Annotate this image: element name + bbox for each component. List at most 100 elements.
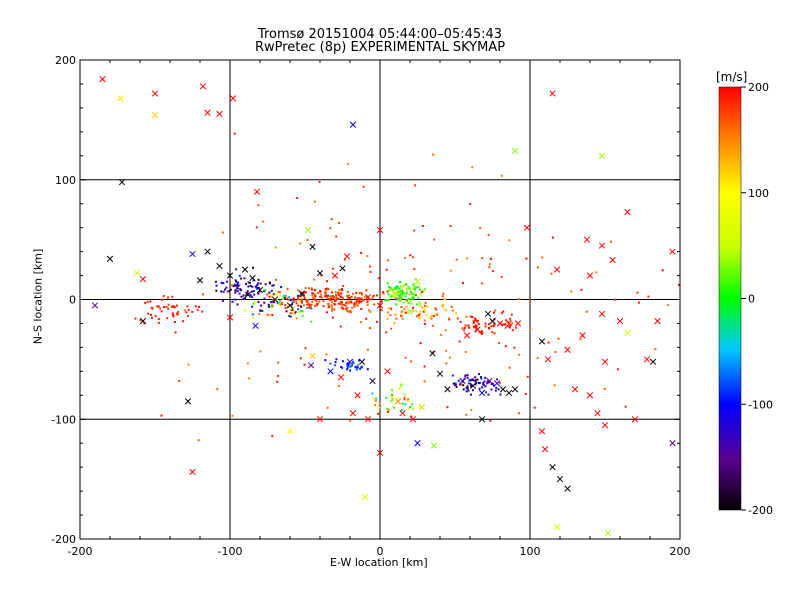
data-point-dot — [595, 271, 598, 274]
data-point-dot — [149, 300, 152, 303]
data-point-dot — [487, 323, 490, 326]
data-point-dot — [331, 300, 334, 303]
data-point-dot — [340, 306, 343, 309]
data-point-dot — [466, 387, 469, 390]
data-point-dot — [347, 364, 350, 367]
data-point-dot — [390, 400, 393, 403]
data-point-dot — [281, 302, 284, 305]
data-point-cross — [669, 248, 676, 255]
data-point-dot — [335, 358, 338, 361]
data-point-dot — [274, 278, 277, 281]
data-point-dot — [251, 295, 254, 298]
data-point-dot — [332, 267, 335, 270]
data-point-dot — [411, 287, 414, 290]
data-point-cross — [511, 386, 519, 393]
data-point-dot — [354, 301, 357, 304]
data-point-dot — [348, 365, 351, 368]
data-point-cross — [376, 302, 384, 309]
data-point-dot — [308, 304, 311, 307]
data-point-dot — [482, 383, 485, 386]
data-point-dot — [337, 384, 340, 387]
data-point-cross — [486, 377, 493, 385]
data-point-dot — [474, 376, 477, 379]
data-point-dot — [467, 382, 470, 385]
data-point-cross — [184, 398, 192, 405]
data-point-dot — [423, 322, 426, 325]
data-point-dot — [401, 317, 404, 320]
data-point-dot — [319, 293, 322, 296]
data-point-dot — [677, 284, 680, 287]
data-point-cross — [117, 95, 124, 102]
data-point-dot — [291, 308, 294, 311]
data-point-dot — [462, 388, 465, 391]
data-point-dot — [426, 305, 429, 308]
data-point-dot — [415, 294, 418, 297]
data-point-dot — [411, 306, 414, 309]
data-point-dot — [314, 295, 317, 298]
data-point-dot — [391, 389, 394, 392]
data-point-dot — [247, 285, 250, 288]
data-point-dot — [346, 368, 349, 371]
data-point-dot — [277, 361, 280, 364]
data-point-cross — [226, 314, 234, 321]
data-point-dot — [614, 298, 617, 301]
data-point-cross — [244, 291, 252, 298]
data-point-dot — [306, 299, 309, 302]
data-point-dot — [557, 337, 560, 340]
data-point-dot — [400, 306, 403, 309]
data-point-dot — [271, 303, 274, 306]
data-point-dot — [423, 288, 426, 291]
data-point-dot — [299, 292, 302, 295]
data-point-dot — [331, 291, 334, 294]
data-point-cross — [406, 308, 414, 315]
data-point-dot — [354, 303, 357, 306]
data-point-dot — [246, 292, 249, 295]
data-point-dot — [661, 269, 664, 272]
data-point-dot — [360, 251, 363, 254]
data-point-dot — [498, 381, 501, 384]
data-point-dot — [290, 299, 293, 302]
data-point-dot — [472, 389, 475, 392]
data-point-dot — [231, 300, 234, 303]
data-point-cross — [307, 362, 315, 369]
data-point-dot — [494, 309, 497, 312]
data-point-dot — [315, 300, 318, 303]
data-point-dot — [329, 227, 332, 230]
data-point-dot — [351, 306, 354, 309]
data-point-dot — [480, 332, 483, 335]
colorbar-tick-label: -200 — [748, 504, 773, 517]
data-point-dot — [469, 315, 472, 318]
data-point-dot — [409, 300, 412, 303]
data-point-dot — [270, 300, 273, 303]
data-point-dot — [357, 297, 360, 300]
data-point-dot — [236, 290, 239, 293]
data-point-dot — [215, 284, 218, 287]
data-point-dot — [310, 303, 313, 306]
data-point-dot — [475, 379, 478, 382]
data-point-dot — [263, 297, 266, 300]
data-point-cross — [337, 374, 345, 381]
data-point-dot — [385, 396, 388, 399]
data-point-dot — [442, 292, 445, 295]
data-point-cross — [478, 389, 486, 397]
data-point-dot — [417, 296, 420, 299]
data-point-cross — [189, 468, 196, 476]
data-point-dot — [403, 396, 406, 399]
data-point-dot — [466, 376, 469, 379]
data-point-dot — [257, 204, 260, 207]
data-point-dot — [490, 388, 493, 391]
data-point-dot — [500, 312, 503, 315]
data-point-dot — [398, 291, 401, 294]
data-point-dot — [297, 289, 300, 292]
data-point-dot — [147, 312, 150, 315]
data-point-cross — [118, 178, 126, 186]
data-point-dot — [481, 257, 484, 260]
data-point-dot — [416, 303, 419, 306]
data-point-dot — [313, 296, 316, 299]
data-point-cross — [256, 286, 264, 294]
colorbar-tick-label: 200 — [748, 81, 769, 94]
data-point-dot — [387, 409, 390, 412]
data-point-dot — [474, 317, 477, 320]
data-point-dot — [358, 292, 361, 295]
data-point-dot — [391, 397, 394, 400]
